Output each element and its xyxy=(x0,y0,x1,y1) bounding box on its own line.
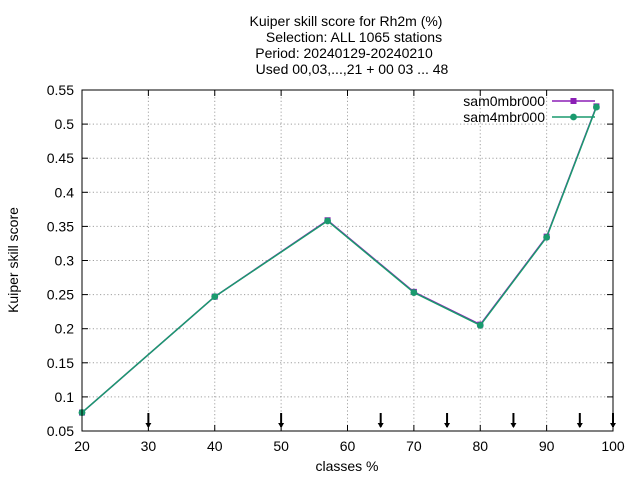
chart-title: Kuiper skill score for Rh2m (%)Selection… xyxy=(250,13,449,77)
y-axis: 0.05 0.1 0.15 0.2 0.25 0.3 0.35 0.4 0.45 0.5 0.55 xyxy=(47,82,613,439)
series-line-sam4mbr000 xyxy=(81,106,598,414)
x-tick-label: 80 xyxy=(472,438,488,454)
y-tick-label: 0.25 xyxy=(47,287,74,303)
legend-marker xyxy=(570,113,577,121)
y-tick-label: 0.45 xyxy=(47,150,74,166)
data-point-sam4mbr000 xyxy=(211,293,219,301)
x-axis-label: classes % xyxy=(315,458,378,474)
y-tick-label: 0.4 xyxy=(55,184,75,200)
data-point-sam4mbr000 xyxy=(410,289,418,296)
x-tick-label: 90 xyxy=(539,438,555,454)
series-lines xyxy=(78,103,600,416)
data-point-sam4mbr000 xyxy=(476,321,484,329)
y-tick-label: 0.05 xyxy=(47,423,74,439)
title-line: Period: 20240129-20240210 xyxy=(255,45,433,61)
y-tick-label: 0.55 xyxy=(47,82,74,98)
y-tick-label: 0.5 xyxy=(55,116,75,132)
data-point-sam4mbr000 xyxy=(324,217,331,225)
legend-marker xyxy=(570,98,577,104)
class-marker-head xyxy=(145,423,152,428)
y-tick-label: 0.3 xyxy=(55,253,75,269)
x-tick-label: 20 xyxy=(74,438,90,454)
x-tick-label: 30 xyxy=(141,438,157,454)
class-marker-head xyxy=(576,423,583,428)
legend-label: sam0mbr000 xyxy=(463,93,545,109)
class-marker-head xyxy=(278,423,285,428)
plot-frame xyxy=(81,89,614,432)
x-tick-label: 70 xyxy=(406,438,422,454)
y-tick-label: 0.1 xyxy=(55,389,75,405)
class-marker-head xyxy=(377,423,384,428)
x-tick-label: 50 xyxy=(273,438,289,454)
title-line: Kuiper skill score for Rh2m (%) xyxy=(250,13,443,29)
title-line: Selection: ALL 1065 stations xyxy=(266,29,442,45)
y-axis-label: Kuiper skill score xyxy=(5,207,21,313)
y-tick-label: 0.2 xyxy=(55,321,75,337)
class-marker-head xyxy=(510,423,517,428)
x-tick-label: 60 xyxy=(340,438,356,454)
grid xyxy=(82,90,613,431)
legend-label: sam4mbr000 xyxy=(463,109,545,125)
series-line-sam0mbr000 xyxy=(81,106,598,414)
x-axis: 20 30 40 50 60 70 80 90 100 xyxy=(74,90,625,454)
x-tick-label: 40 xyxy=(207,438,223,454)
x-tick-label: 100 xyxy=(601,438,625,454)
y-tick-label: 0.35 xyxy=(47,218,74,234)
class-marker-head xyxy=(444,423,451,428)
data-point-sam4mbr000 xyxy=(543,233,551,241)
data-point-sam4mbr000 xyxy=(593,103,600,111)
y-tick-label: 0.15 xyxy=(47,355,74,371)
title-line: Used 00,03,...,21 + 00 03 ... 48 xyxy=(256,61,449,77)
class-markers xyxy=(145,413,616,428)
